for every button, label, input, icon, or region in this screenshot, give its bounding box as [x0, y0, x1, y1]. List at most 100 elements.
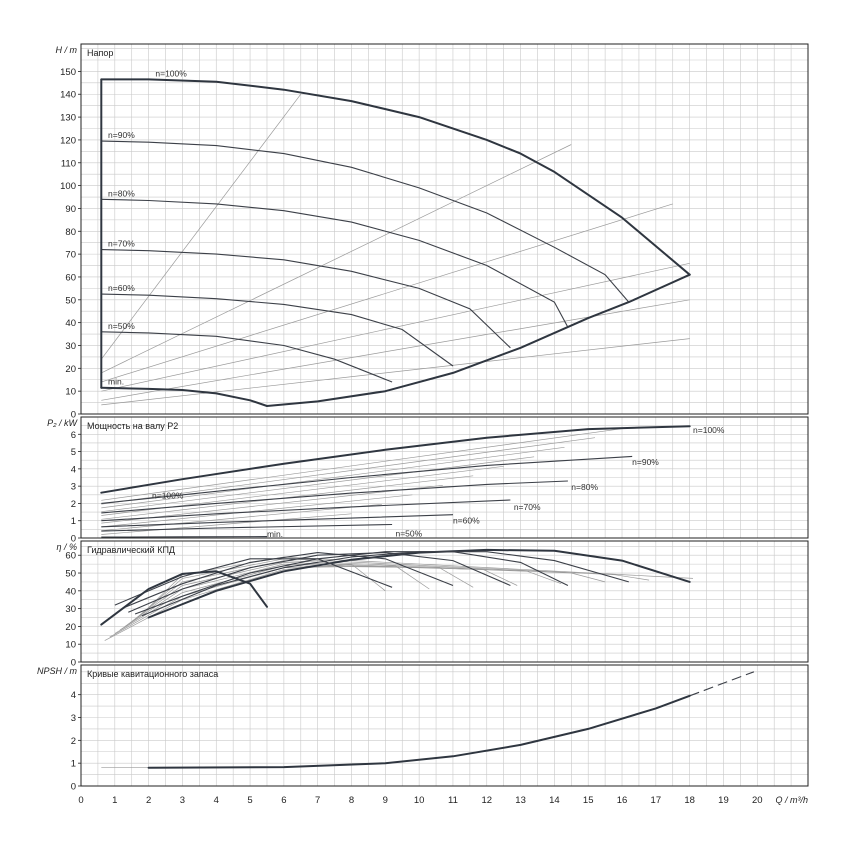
power-label: n=60% — [453, 516, 480, 526]
efficiency-aux-curve — [129, 560, 606, 624]
head-curve-n100 — [100, 78, 691, 276]
y-tick-label: 5 — [71, 447, 76, 458]
y-tick-label: 50 — [65, 569, 76, 580]
power-curve-min — [101, 536, 268, 538]
power-curve-n70 — [101, 499, 511, 522]
y-tick-label: 40 — [65, 586, 76, 597]
npsh-y-axis-label: NPSH / m — [37, 666, 78, 676]
efficiency-curve-n60 — [121, 552, 454, 610]
y-tick-label: 10 — [65, 640, 76, 651]
power-aux-line — [101, 494, 413, 528]
efficiency-curve-n100 — [147, 548, 691, 619]
y-tick-label: 4 — [71, 690, 76, 701]
x-tick-label: 12 — [481, 795, 492, 806]
efficiency-aux-curve — [124, 562, 562, 627]
power-label: n=100% — [152, 491, 184, 501]
npsh-frame — [80, 664, 809, 787]
power-aux-line — [101, 503, 382, 532]
y-tick-label: 120 — [60, 135, 76, 146]
power-curve-n60 — [101, 514, 454, 528]
power-frame — [80, 416, 809, 539]
x-tick-label: 14 — [549, 795, 560, 806]
efficiency-aux-curve — [134, 558, 650, 620]
head-label-curve-n50: n=50% — [108, 321, 135, 331]
efficiency-panel-title: Гидравлический КПД — [87, 545, 175, 555]
npsh-panel-title: Кривые кавитационного запаса — [87, 669, 218, 679]
y-tick-label: 0 — [71, 782, 76, 793]
power-aux-line — [101, 427, 626, 501]
power-label: n=90% — [632, 457, 659, 467]
y-tick-label: 70 — [65, 250, 76, 261]
head-label-curve-n90: n=90% — [108, 130, 135, 140]
iso-line — [101, 338, 690, 406]
x-tick-label: 17 — [651, 795, 662, 806]
y-tick-label: 20 — [65, 364, 76, 375]
power-label: n=70% — [514, 502, 541, 512]
head-label-curve-n100: n=100% — [155, 68, 187, 78]
efficiency-curve-n90 — [141, 551, 629, 617]
x-tick-label: 8 — [349, 795, 354, 806]
y-tick-label: 50 — [65, 295, 76, 306]
iso-line — [101, 299, 690, 401]
head-label-curve-n80: n=80% — [108, 188, 135, 198]
y-tick-label: 20 — [65, 622, 76, 633]
y-tick-label: 10 — [65, 387, 76, 398]
y-tick-label: 60 — [65, 551, 76, 562]
power-label: n=80% — [571, 482, 598, 492]
npsh-curve — [147, 694, 691, 769]
efficiency-frame — [80, 540, 809, 663]
y-tick-label: 130 — [60, 113, 76, 124]
y-tick-label: 30 — [65, 341, 76, 352]
y-tick-label: 110 — [61, 158, 76, 169]
x-tick-label: 16 — [617, 795, 628, 806]
x-tick-label: 19 — [718, 795, 729, 806]
x-tick-label: 11 — [448, 795, 458, 806]
head-curve-min — [100, 386, 268, 407]
power-aux-line — [101, 456, 535, 513]
y-tick-label: 1 — [71, 759, 76, 770]
y-tick-label: 80 — [65, 227, 76, 238]
y-tick-label: 0 — [71, 534, 76, 545]
npsh-curve-extension — [689, 671, 755, 697]
head-curve-n60 — [101, 293, 454, 367]
y-tick-label: 40 — [65, 318, 76, 329]
head-label-curve-min: min. — [108, 377, 124, 387]
head-curve-n70 — [101, 249, 511, 349]
x-tick-label: 15 — [583, 795, 594, 806]
power-aux-line — [101, 437, 596, 505]
y-tick-label: 150 — [60, 67, 76, 78]
y-tick-label: 100 — [60, 181, 76, 192]
power-y-axis-label: P₂ / kW — [47, 418, 78, 428]
y-tick-label: 6 — [71, 430, 76, 441]
head-curve-n50 — [101, 331, 393, 383]
y-tick-label: 0 — [71, 410, 76, 421]
power-curve-n90 — [101, 455, 633, 504]
x-tick-label: 4 — [214, 795, 219, 806]
y-tick-label: 30 — [65, 604, 76, 615]
power-curve-n50 — [101, 523, 393, 532]
head-label-curve-n60: n=60% — [108, 283, 135, 293]
y-tick-label: 4 — [71, 464, 76, 475]
y-tick-label: 60 — [65, 272, 76, 283]
x-tick-label: 13 — [515, 795, 526, 806]
x-tick-label: 2 — [146, 795, 151, 806]
power-label: n=50% — [395, 529, 422, 539]
power-curve-n80 — [101, 480, 568, 514]
power-curve-n100 — [100, 425, 691, 494]
y-tick-label: 0 — [71, 658, 76, 669]
x-tick-label: 6 — [281, 795, 286, 806]
y-tick-label: 90 — [65, 204, 76, 215]
y-tick-label: 140 — [60, 90, 76, 101]
y-tick-label: 3 — [71, 713, 76, 724]
iso-line — [101, 203, 673, 383]
y-tick-label: 3 — [71, 482, 76, 493]
x-tick-label: 10 — [414, 795, 425, 806]
efficiency-curve-n50 — [114, 558, 393, 606]
x-tick-label: 5 — [247, 795, 252, 806]
y-tick-label: 1 — [71, 516, 76, 527]
efficiency-aux-curve — [104, 563, 386, 641]
x-tick-label: 1 — [112, 795, 117, 806]
x-tick-label: 18 — [684, 795, 695, 806]
